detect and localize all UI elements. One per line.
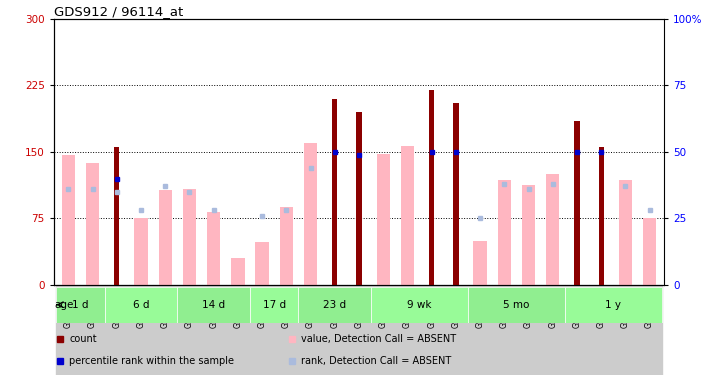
Bar bbox=[250, 285, 274, 375]
Text: rank, Detection Call = ABSENT: rank, Detection Call = ABSENT bbox=[301, 356, 452, 366]
Bar bbox=[589, 285, 613, 375]
Bar bbox=[468, 287, 565, 322]
Bar bbox=[304, 143, 317, 285]
Bar bbox=[322, 285, 347, 375]
Bar bbox=[356, 112, 362, 285]
Bar bbox=[498, 180, 511, 285]
Bar bbox=[419, 285, 444, 375]
Text: GDS912 / 96114_at: GDS912 / 96114_at bbox=[54, 4, 183, 18]
Text: 17 d: 17 d bbox=[263, 300, 286, 310]
Bar bbox=[231, 258, 245, 285]
Bar bbox=[541, 285, 565, 375]
Bar bbox=[105, 287, 177, 322]
Bar bbox=[86, 162, 99, 285]
Bar bbox=[177, 285, 202, 375]
Bar bbox=[444, 285, 468, 375]
Bar bbox=[401, 146, 414, 285]
Bar bbox=[371, 287, 468, 322]
Bar bbox=[299, 285, 322, 375]
Text: age: age bbox=[54, 300, 73, 310]
Bar bbox=[250, 287, 299, 322]
Bar bbox=[56, 287, 105, 322]
Text: 23 d: 23 d bbox=[323, 300, 346, 310]
Bar bbox=[619, 180, 632, 285]
Bar bbox=[565, 287, 662, 322]
Bar bbox=[493, 285, 516, 375]
Bar bbox=[453, 103, 459, 285]
Text: 1 d: 1 d bbox=[73, 300, 89, 310]
Bar bbox=[114, 147, 119, 285]
Bar bbox=[80, 285, 105, 375]
Bar bbox=[177, 287, 250, 322]
Bar bbox=[105, 285, 129, 375]
Bar bbox=[429, 90, 434, 285]
Bar bbox=[134, 218, 148, 285]
Bar bbox=[376, 154, 390, 285]
Text: value, Detection Call = ABSENT: value, Detection Call = ABSENT bbox=[301, 334, 456, 344]
Bar bbox=[522, 185, 535, 285]
Bar bbox=[638, 285, 662, 375]
Bar bbox=[299, 287, 371, 322]
Bar bbox=[183, 189, 196, 285]
Bar bbox=[202, 285, 225, 375]
Bar bbox=[565, 285, 589, 375]
Bar bbox=[56, 285, 80, 375]
Bar bbox=[347, 285, 371, 375]
Bar bbox=[129, 285, 153, 375]
Text: 5 mo: 5 mo bbox=[503, 300, 530, 310]
Text: 9 wk: 9 wk bbox=[407, 300, 432, 310]
Bar bbox=[159, 190, 172, 285]
Bar bbox=[468, 285, 493, 375]
Bar bbox=[280, 207, 293, 285]
Bar bbox=[62, 154, 75, 285]
Bar bbox=[256, 242, 269, 285]
Text: percentile rank within the sample: percentile rank within the sample bbox=[69, 356, 234, 366]
Bar bbox=[274, 285, 299, 375]
Bar bbox=[599, 147, 604, 285]
Text: 14 d: 14 d bbox=[202, 300, 225, 310]
Bar bbox=[643, 218, 656, 285]
Text: 6 d: 6 d bbox=[133, 300, 149, 310]
Bar bbox=[473, 241, 487, 285]
Bar bbox=[516, 285, 541, 375]
Bar bbox=[546, 174, 559, 285]
Bar bbox=[613, 285, 638, 375]
Bar bbox=[371, 285, 396, 375]
Bar bbox=[225, 285, 250, 375]
Bar bbox=[207, 212, 220, 285]
Bar bbox=[332, 99, 337, 285]
Text: 1 y: 1 y bbox=[605, 300, 621, 310]
Bar bbox=[574, 121, 579, 285]
Bar bbox=[396, 285, 419, 375]
Text: count: count bbox=[69, 334, 97, 344]
Bar bbox=[153, 285, 177, 375]
